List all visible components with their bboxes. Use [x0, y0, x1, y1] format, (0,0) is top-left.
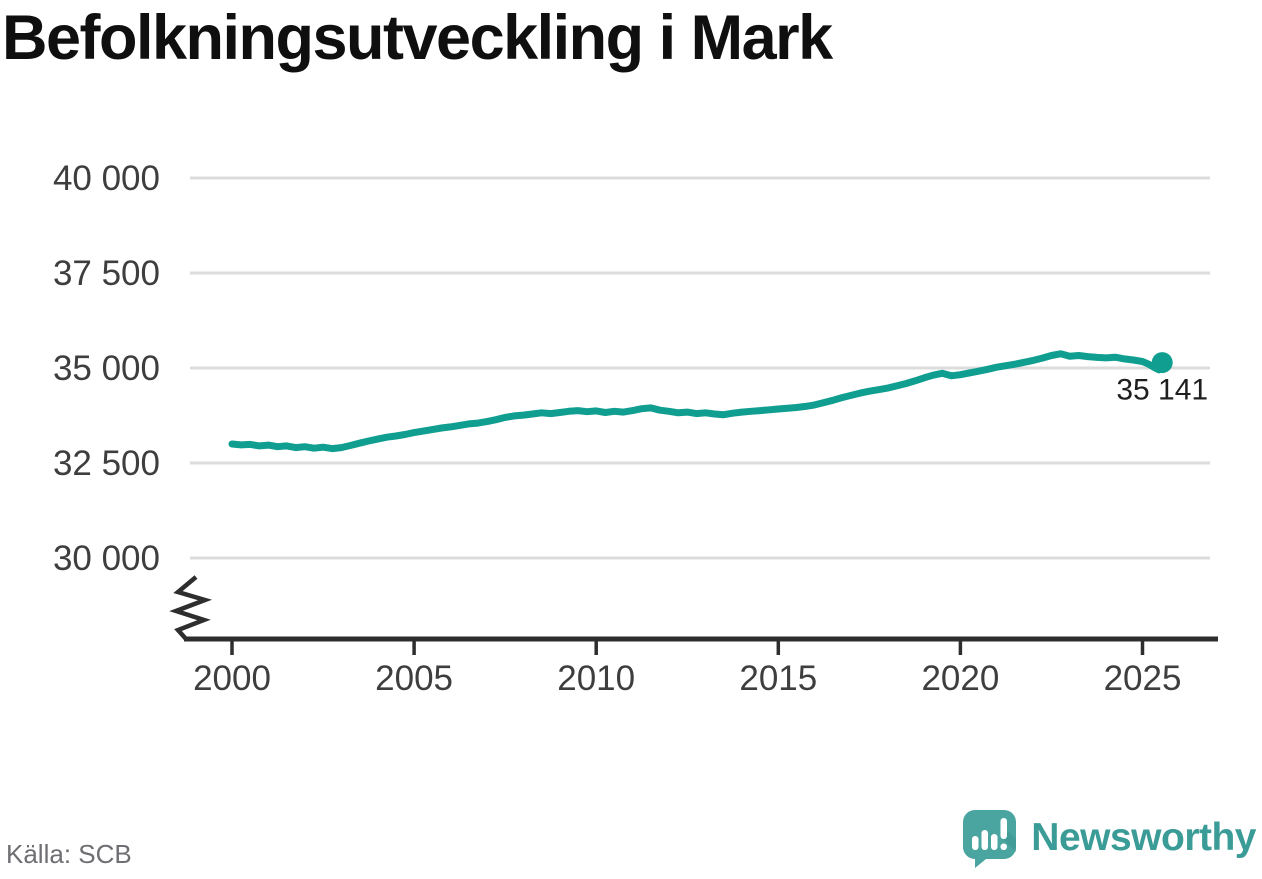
y-tick-label: 30 000 [53, 539, 160, 578]
newsworthy-logo: Newsworthy [961, 809, 1256, 869]
y-tick-label: 35 000 [53, 349, 160, 388]
x-axis-labels-group: 2000 2005 2010 2015 2020 2025 [193, 659, 1181, 698]
x-tick-label: 2015 [739, 659, 817, 698]
x-tick-label: 2000 [193, 659, 271, 698]
population-line [228, 350, 1166, 453]
last-point-marker [1151, 352, 1173, 374]
exclamation-dot-icon [1000, 843, 1008, 850]
newsworthy-wordmark: Newsworthy [1031, 815, 1256, 859]
newsworthy-logo-icon [963, 810, 1017, 868]
chart-title: Befolkningsutveckling i Mark [2, 3, 833, 73]
x-tick-label: 2005 [375, 659, 453, 698]
source-note: Källa: SCB [6, 839, 132, 869]
y-tick-label: 32 500 [53, 444, 160, 483]
bar-icon-1 [972, 836, 979, 850]
speech-bubble-tail [975, 855, 992, 868]
last-value-label: 35 141 [1116, 374, 1208, 407]
y-tick-label: 40 000 [53, 159, 160, 198]
axis-break-icon [169, 575, 213, 641]
y-axis-labels-group: 40 000 37 500 35 000 32 500 30 000 [53, 159, 160, 578]
y-tick-label: 37 500 [53, 254, 160, 293]
bar-icon-3 [991, 834, 998, 850]
gridlines-group [190, 176, 1210, 560]
x-tick-label: 2020 [921, 659, 999, 698]
exclamation-bar-icon [1000, 818, 1008, 839]
bar-icon-2 [981, 830, 989, 850]
x-tick-label: 2025 [1104, 659, 1182, 698]
x-tick-label: 2010 [557, 659, 635, 698]
x-axis-ticks-group [230, 641, 1145, 655]
